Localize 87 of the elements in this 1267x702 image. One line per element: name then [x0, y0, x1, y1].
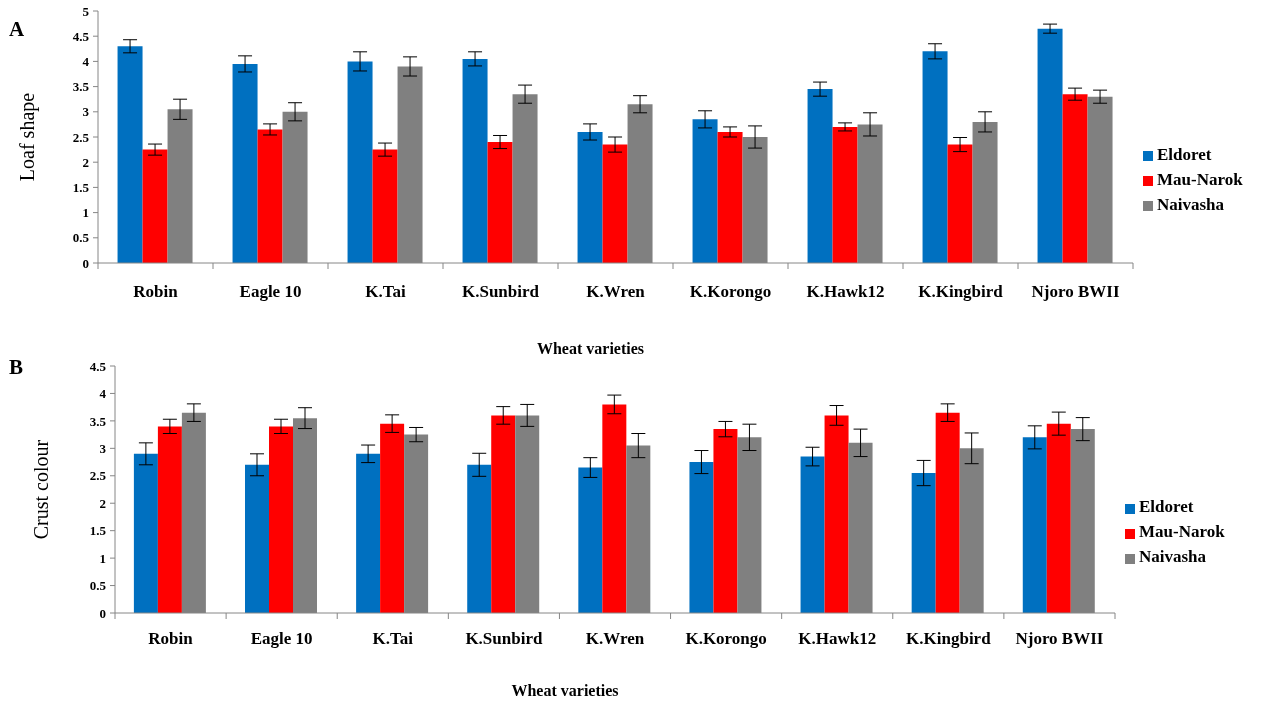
legend-label: Eldoret: [1139, 497, 1194, 517]
bar: [269, 426, 293, 613]
x-tick-label: Eagle 10: [239, 281, 302, 301]
x-tick-label: Robin: [148, 628, 194, 648]
x-tick-label: K.Kingbird: [906, 628, 992, 648]
chart-title: B: [9, 354, 24, 380]
y-tick-label: 0.5: [89, 578, 107, 594]
bar: [911, 473, 936, 613]
x-tick-label: Njoro BWII: [1015, 628, 1104, 648]
x-tick-label: K.Tai: [372, 628, 414, 648]
bar: [356, 453, 381, 613]
bar: [467, 464, 492, 613]
bar: [1022, 437, 1047, 613]
bar: [372, 149, 398, 263]
x-tick-label: K.Hawk12: [806, 281, 885, 301]
y-tick-label: 5: [82, 3, 90, 19]
x-tick-label: K.Sunbird: [461, 281, 540, 301]
y-tick-label: 4.5: [89, 358, 107, 374]
x-axis-title: Wheat varieties: [511, 681, 619, 699]
x-tick-label: K.Korongo: [685, 628, 767, 648]
x-tick-label: K.Hawk12: [798, 628, 877, 648]
y-tick-label: 4: [82, 54, 90, 70]
bar: [157, 426, 182, 613]
bar: [935, 412, 960, 613]
legend-label: Naivasha: [1139, 547, 1207, 567]
bar: [824, 415, 849, 613]
x-tick-label: K.Wren: [585, 628, 645, 648]
bar: [232, 63, 258, 263]
legend-label: Mau-Narok: [1157, 170, 1243, 190]
x-tick-label: K.Sunbird: [465, 628, 543, 648]
x-axis-title: Wheat varieties: [536, 339, 645, 357]
y-tick-label: 2: [99, 495, 106, 511]
bar: [689, 462, 714, 613]
bar: [257, 129, 283, 263]
legend-label: Mau-Narok: [1139, 522, 1225, 542]
x-tick-label: K.Korongo: [689, 281, 772, 301]
y-tick-label: 1.5: [72, 180, 90, 196]
bar: [713, 429, 738, 613]
y-tick-label: 0: [82, 255, 89, 271]
legend-label: Eldoret: [1157, 145, 1212, 165]
bar: [133, 453, 158, 613]
bar: [692, 119, 718, 263]
bar: [142, 149, 168, 263]
bar: [1037, 28, 1063, 263]
y-tick-label: 3.5: [89, 413, 107, 429]
x-tick-label: K.Wren: [586, 281, 646, 301]
bar: [245, 464, 269, 613]
bar: [602, 404, 627, 613]
bar: [947, 144, 973, 263]
y-tick-label: 3.5: [72, 79, 90, 95]
y-tick-label: 1: [82, 205, 89, 221]
y-axis-title: Loaf shape: [16, 92, 39, 182]
bar: [717, 131, 743, 263]
x-tick-label: K.Kingbird: [918, 281, 1004, 301]
bar: [577, 131, 603, 263]
bar: [1062, 94, 1088, 263]
x-tick-label: Robin: [133, 281, 179, 301]
y-tick-label: 4.5: [72, 28, 90, 44]
bar: [380, 423, 405, 613]
y-axis-title: Crust colour: [30, 439, 52, 540]
x-tick-label: Njoro BWII: [1031, 281, 1120, 301]
bar: [922, 51, 948, 263]
bar: [462, 58, 488, 263]
x-tick-label: K.Tai: [365, 281, 407, 301]
y-tick-label: 4: [99, 386, 107, 402]
bar: [491, 415, 516, 613]
y-tick-label: 0.5: [72, 230, 90, 246]
y-tick-label: 3: [82, 104, 90, 120]
y-tick-label: 2: [82, 154, 89, 170]
bar: [800, 456, 825, 613]
y-tick-label: 2.5: [89, 468, 107, 484]
y-tick-label: 2.5: [72, 129, 90, 145]
chart-title: A: [9, 16, 25, 42]
x-tick-label: Eagle 10: [250, 628, 313, 648]
y-tick-label: 0: [99, 605, 106, 621]
bar: [487, 142, 513, 263]
bar: [117, 46, 143, 263]
bar: [832, 126, 858, 263]
bar: [578, 467, 603, 613]
y-tick-label: 1.5: [89, 523, 107, 539]
y-tick-label: 1: [99, 550, 106, 566]
legend-label: Naivasha: [1157, 195, 1225, 215]
bar: [1046, 423, 1071, 613]
bar: [347, 61, 373, 263]
bar: [807, 89, 833, 263]
bar: [602, 144, 628, 263]
y-tick-label: 3: [99, 440, 107, 456]
